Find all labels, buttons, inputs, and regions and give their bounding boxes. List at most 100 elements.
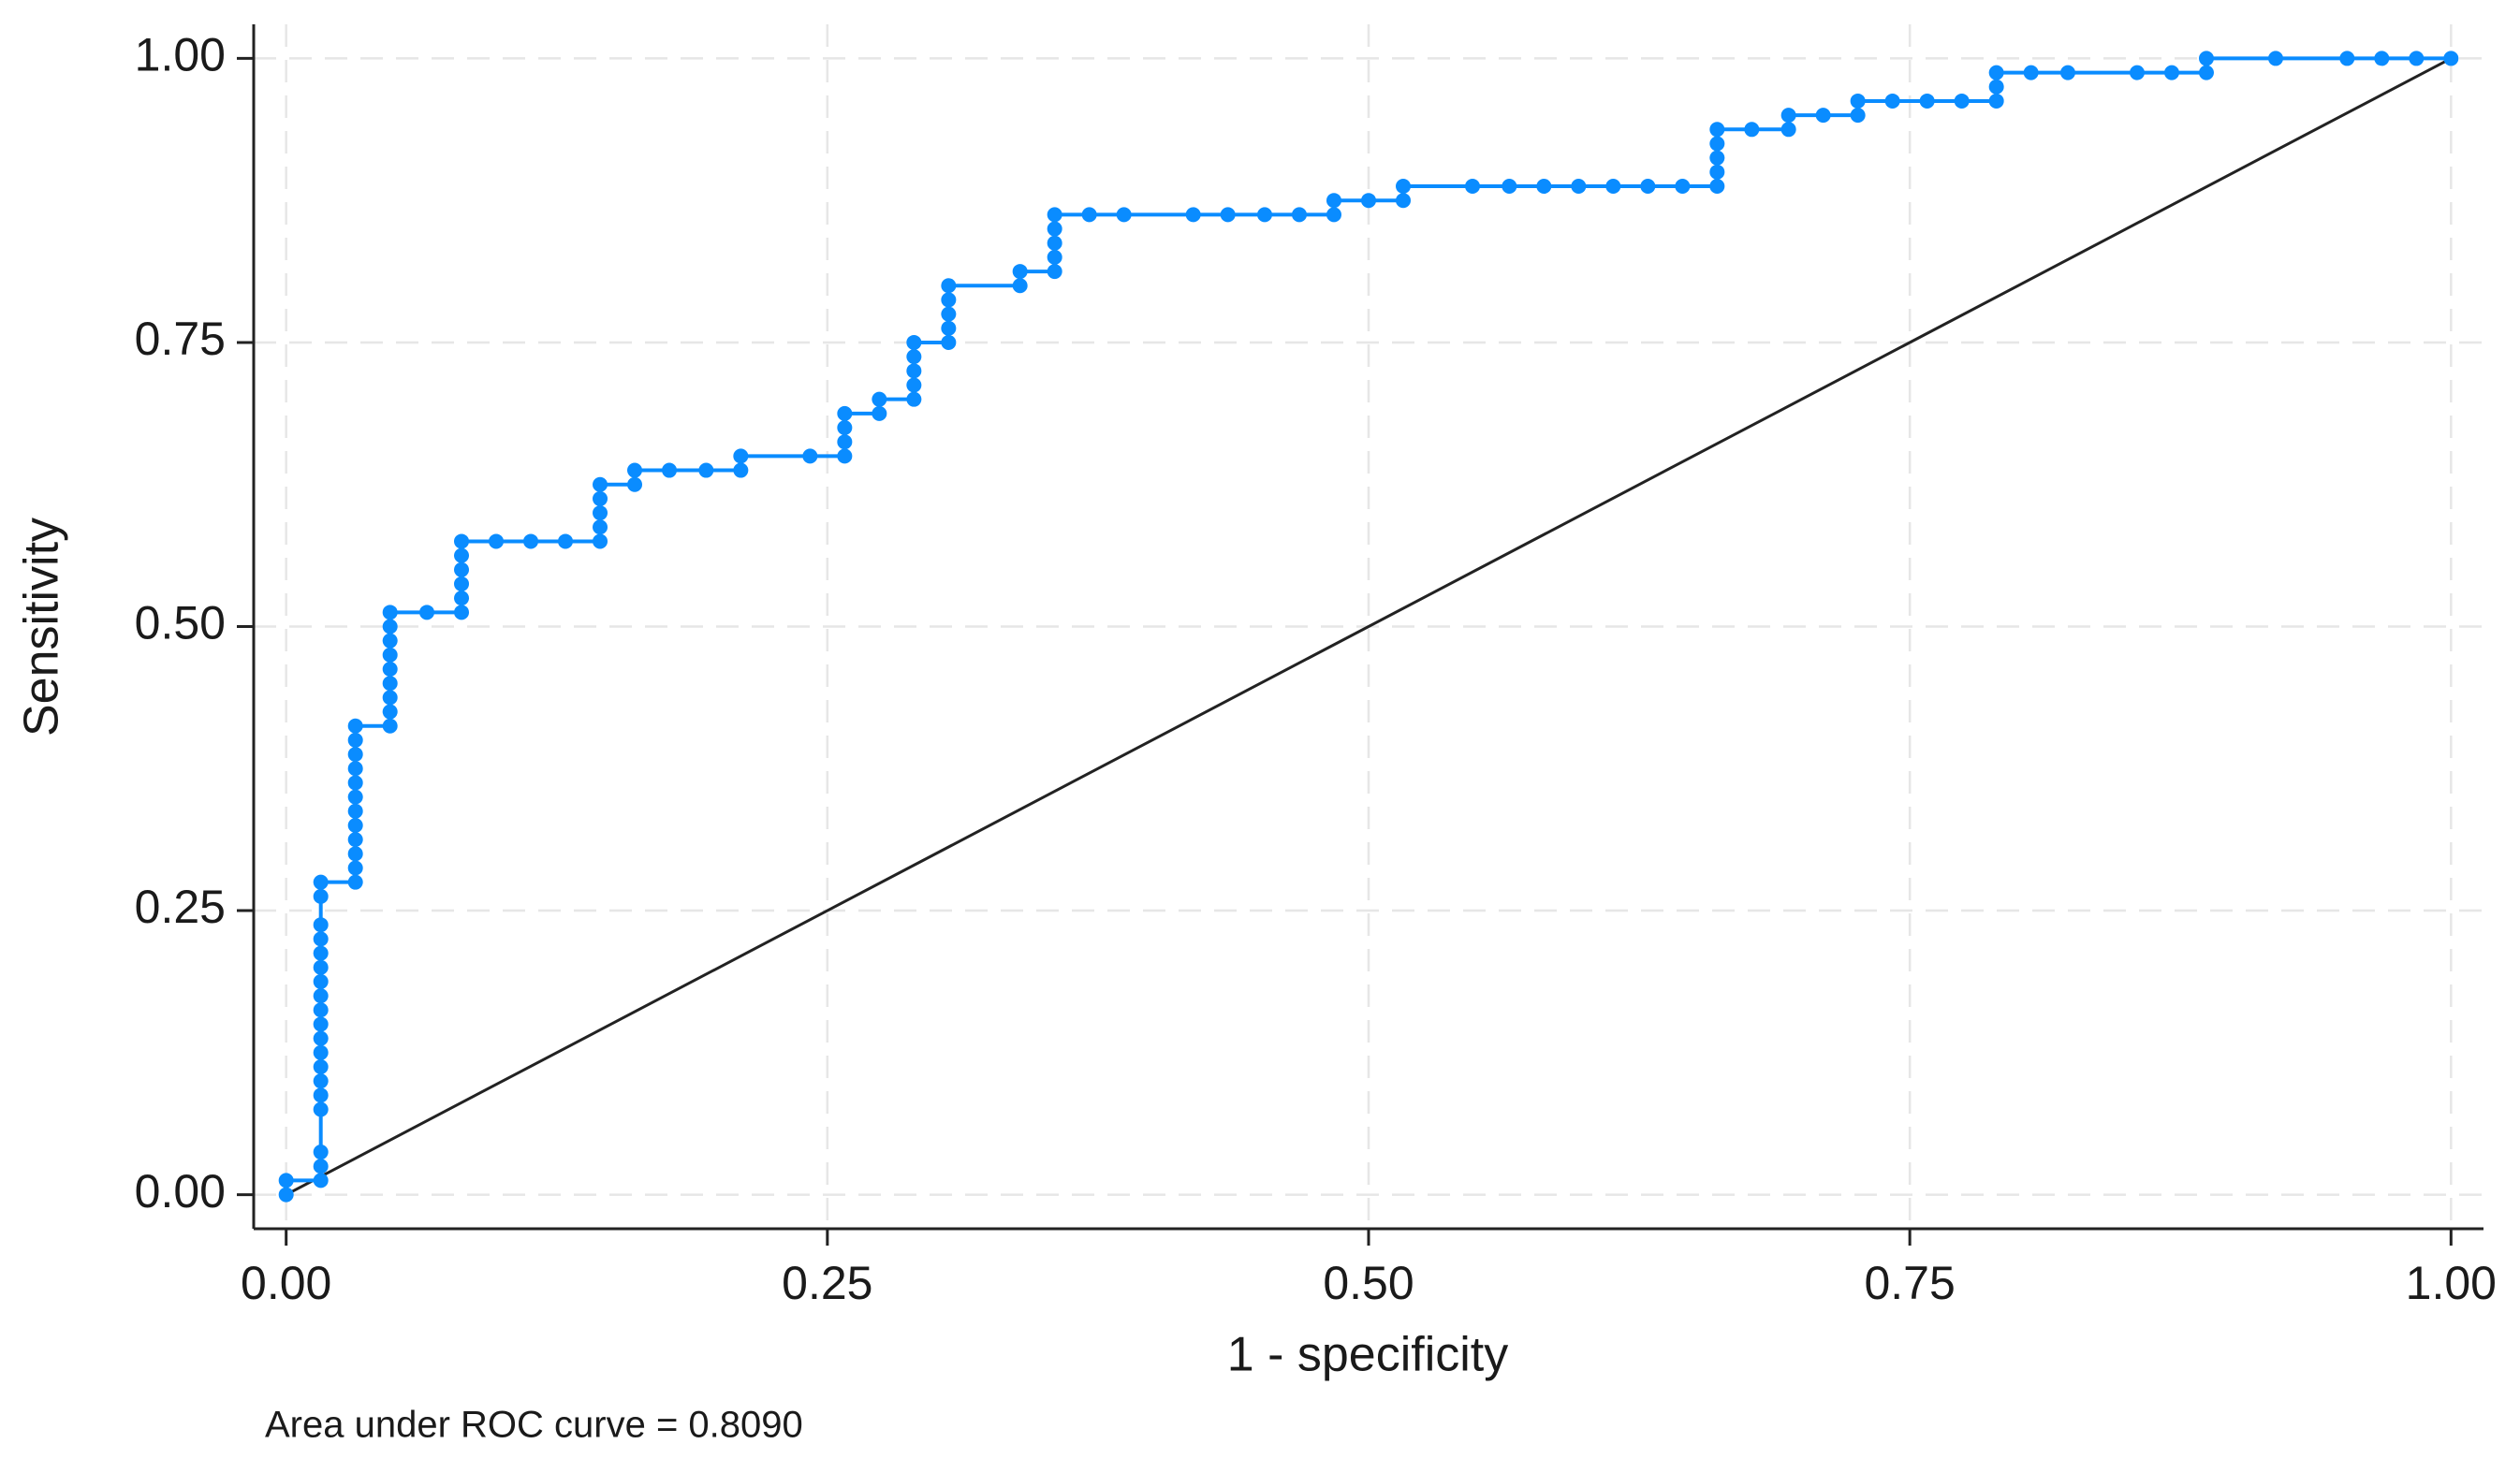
roc-point (278, 1187, 294, 1203)
roc-point (347, 718, 363, 734)
roc-point (382, 605, 398, 620)
roc-point (278, 1173, 294, 1189)
roc-point (1988, 65, 2004, 80)
roc-point (347, 832, 363, 848)
roc-point (837, 420, 853, 436)
roc-point (2339, 51, 2355, 66)
roc-point (1709, 136, 1725, 152)
roc-point (1047, 235, 1062, 251)
roc-point (1081, 207, 1097, 223)
roc-point (1326, 193, 1341, 209)
roc-point (489, 533, 505, 549)
roc-point (1571, 179, 1587, 195)
roc-point (1815, 108, 1831, 124)
roc-point (1709, 179, 1725, 195)
roc-point (2409, 51, 2425, 66)
roc-point (347, 775, 363, 791)
roc-point (347, 732, 363, 748)
roc-point (1675, 179, 1691, 195)
roc-point (1780, 122, 1796, 138)
roc-point (313, 917, 329, 933)
roc-point (1605, 179, 1621, 195)
roc-point (941, 320, 957, 336)
roc-point (1502, 179, 1517, 195)
roc-point (1047, 207, 1062, 223)
roc-point (454, 605, 470, 620)
roc-point (627, 476, 643, 492)
roc-point (558, 533, 574, 549)
roc-point (593, 519, 608, 535)
roc-point (1326, 207, 1341, 223)
roc-point (382, 633, 398, 649)
roc-point (313, 1016, 329, 1032)
roc-point (593, 476, 608, 492)
roc-point (2198, 65, 2214, 80)
roc-point (313, 973, 329, 989)
roc-point (1988, 93, 2004, 109)
roc-point (906, 391, 922, 407)
roc-point (419, 605, 435, 620)
roc-point (872, 391, 887, 407)
roc-point (1012, 264, 1028, 280)
roc-point (593, 505, 608, 521)
roc-point (1047, 249, 1062, 265)
roc-point (1536, 179, 1552, 195)
roc-point (802, 448, 818, 464)
roc-point (627, 462, 643, 478)
roc-point (382, 676, 398, 692)
roc-point (1361, 193, 1376, 209)
roc-point (906, 349, 922, 365)
roc-point (313, 888, 329, 904)
roc-point (1012, 278, 1028, 294)
roc-point (1850, 93, 1866, 109)
roc-point (382, 647, 398, 663)
roc-point (1047, 221, 1062, 237)
roc-point (1954, 93, 1970, 109)
roc-point (313, 1073, 329, 1089)
roc-point (1744, 122, 1760, 138)
roc-point (1709, 164, 1725, 180)
roc-point (313, 1058, 329, 1074)
roc-point (1396, 179, 1412, 195)
roc-point (313, 1101, 329, 1117)
roc-point (593, 490, 608, 506)
roc-point (454, 547, 470, 563)
roc-point (837, 448, 853, 464)
roc-point (313, 1087, 329, 1103)
roc-point (523, 533, 539, 549)
roc-point (313, 874, 329, 890)
roc-point (733, 462, 749, 478)
y-tick-label: 1.00 (135, 29, 226, 81)
roc-point (313, 1044, 329, 1060)
roc-point (347, 789, 363, 805)
y-tick-label: 0.50 (135, 597, 226, 649)
roc-point (872, 405, 887, 421)
roc-point (2129, 65, 2145, 80)
roc-point (941, 306, 957, 322)
annotation: Area under ROC curve = 0.8090 (265, 1405, 803, 1446)
roc-point (1780, 108, 1796, 124)
roc-point (1709, 122, 1725, 138)
y-tick-label: 0.75 (135, 313, 226, 365)
roc-point (2374, 51, 2390, 66)
roc-point (313, 988, 329, 1004)
roc-point (2163, 65, 2179, 80)
roc-point (454, 591, 470, 606)
roc-point (662, 462, 678, 478)
roc-point (837, 434, 853, 450)
roc-point (1919, 93, 1935, 109)
roc-point (347, 803, 363, 819)
roc-point (382, 704, 398, 720)
roc-point (1185, 207, 1201, 223)
x-tick-label: 0.25 (782, 1257, 872, 1309)
roc-point (347, 817, 363, 833)
roc-point (1396, 193, 1412, 209)
roc-point (941, 292, 957, 308)
roc-point (382, 662, 398, 678)
roc-point (382, 690, 398, 706)
roc-point (906, 363, 922, 379)
x-axis-title: 1 - specificity (1227, 1328, 1509, 1382)
roc-point (313, 1002, 329, 1018)
